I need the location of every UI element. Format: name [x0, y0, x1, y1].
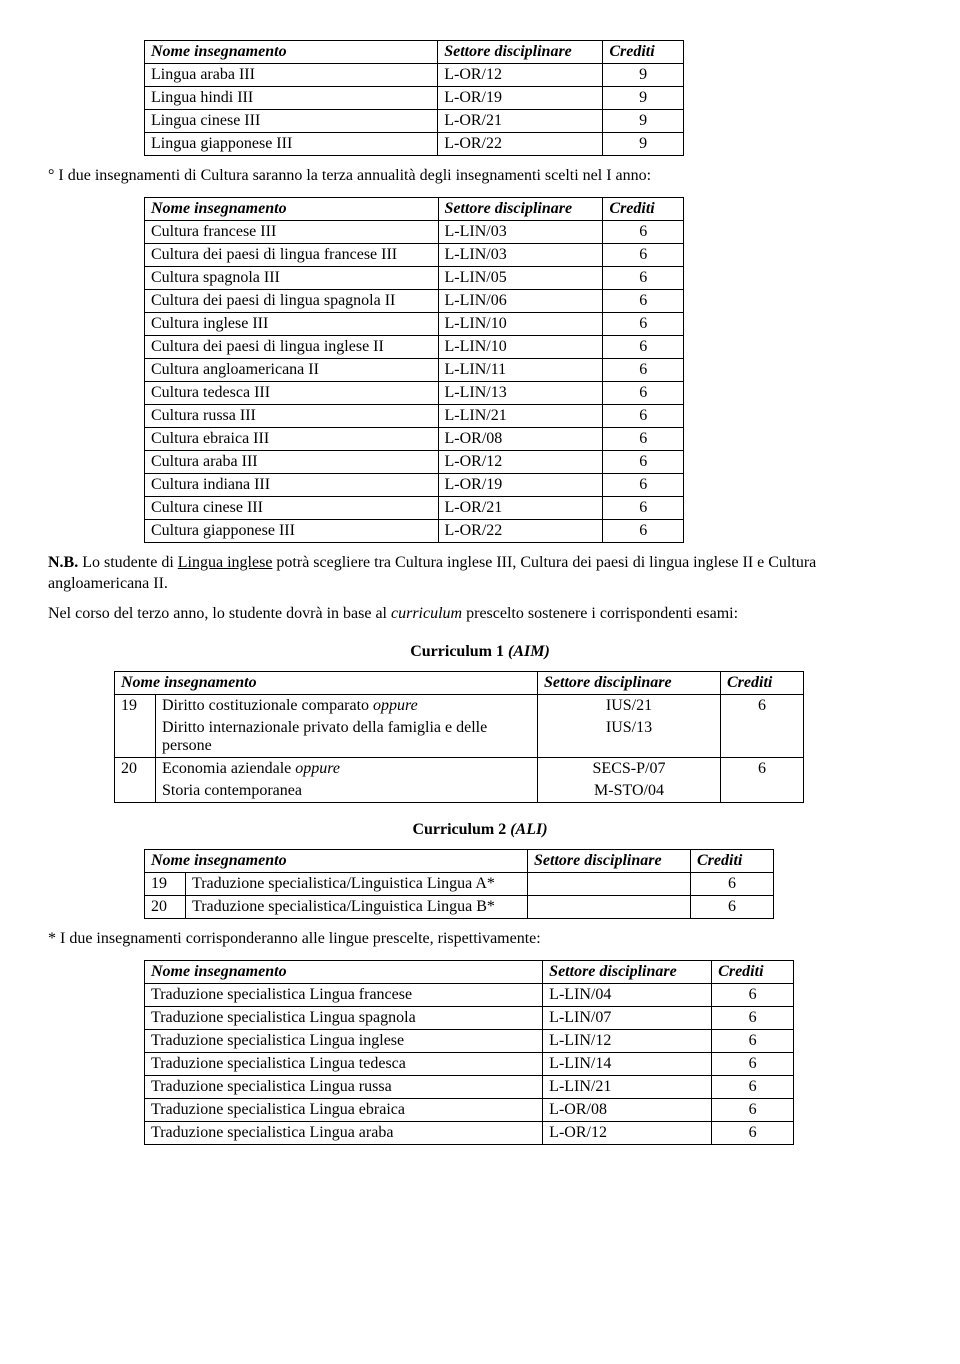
nb-underline: Lingua inglese	[178, 554, 273, 571]
table-row: Cultura russa IIIL-LIN/216	[145, 404, 684, 427]
heading-curriculum-2: Curriculum 2 (ALI)	[48, 821, 912, 839]
table-row: Lingua hindi IIIL-OR/199	[145, 87, 684, 110]
table-row: Cultura cinese IIIL-OR/216	[145, 496, 684, 519]
col-sector: Settore disciplinare	[438, 197, 603, 220]
table-row: Cultura spagnola IIIL-LIN/056	[145, 266, 684, 289]
table-row: Traduzione specialistica Lingua russaL-L…	[145, 1075, 794, 1098]
table-row: 19Diritto costituzionale comparato oppur…	[115, 695, 804, 718]
col-credits: Crediti	[712, 960, 794, 983]
table-row: Traduzione specialistica Lingua arabaL-O…	[145, 1121, 794, 1144]
table-curriculum-ali: Nome insegnamento Settore disciplinare C…	[144, 849, 774, 919]
table-row: 20Economia aziendale oppureSECS-P/076	[115, 758, 804, 781]
para-due-insegnamenti: ° I due insegnamenti di Cultura saranno …	[48, 166, 912, 187]
col-sector: Settore disciplinare	[538, 672, 721, 695]
table-row: 19Traduzione specialistica/Linguistica L…	[145, 873, 774, 896]
table-row: Cultura tedesca IIIL-LIN/136	[145, 381, 684, 404]
table-row: Traduzione specialistica Lingua francese…	[145, 983, 794, 1006]
table-row: Cultura araba IIIL-OR/126	[145, 450, 684, 473]
table-row: Cultura giapponese IIIL-OR/226	[145, 519, 684, 542]
col-credits: Crediti	[691, 850, 774, 873]
table-curriculum-aim: Nome insegnamento Settore disciplinare C…	[114, 671, 804, 803]
nb-pre: Lo studente di	[78, 554, 178, 571]
table-traduzione: Nome insegnamento Settore disciplinare C…	[144, 960, 794, 1145]
table-row: Cultura angloamericana IIL-LIN/116	[145, 358, 684, 381]
table-cultura: Nome insegnamento Settore disciplinare C…	[144, 197, 684, 543]
para-asterisk: * I due insegnamenti corrisponderanno al…	[48, 929, 912, 950]
nb-label: N.B.	[48, 554, 78, 571]
col-credits: Crediti	[721, 672, 804, 695]
col-credits: Crediti	[603, 197, 684, 220]
table-row: Diritto internazionale privato della fam…	[115, 717, 804, 758]
col-sector: Settore disciplinare	[543, 960, 712, 983]
table-row: Cultura ebraica IIIL-OR/086	[145, 427, 684, 450]
col-name: Nome insegnamento	[145, 197, 439, 220]
table-row: Traduzione specialistica Lingua spagnola…	[145, 1006, 794, 1029]
col-credits: Crediti	[603, 41, 684, 64]
col-name: Nome insegnamento	[115, 672, 538, 695]
table-row: 20Traduzione specialistica/Linguistica L…	[145, 896, 774, 919]
para-nb: N.B. Lo studente di Lingua inglese potrà…	[48, 553, 912, 595]
table-row: Traduzione specialistica Lingua ebraicaL…	[145, 1098, 794, 1121]
col-sector: Settore disciplinare	[438, 41, 603, 64]
table-row: Cultura dei paesi di lingua spagnola IIL…	[145, 289, 684, 312]
table-row: Traduzione specialistica Lingua ingleseL…	[145, 1029, 794, 1052]
table-row: Traduzione specialistica Lingua tedescaL…	[145, 1052, 794, 1075]
col-name: Nome insegnamento	[145, 41, 438, 64]
para-terzo-anno: Nel corso del terzo anno, lo studente do…	[48, 604, 912, 625]
table-row: Cultura francese IIIL-LIN/036	[145, 220, 684, 243]
col-name: Nome insegnamento	[145, 960, 543, 983]
col-name: Nome insegnamento	[145, 850, 528, 873]
table-lingua: Nome insegnamento Settore disciplinare C…	[144, 40, 684, 156]
table-row: Lingua araba IIIL-OR/129	[145, 64, 684, 87]
table-row: Cultura indiana IIIL-OR/196	[145, 473, 684, 496]
table-row: Cultura inglese IIIL-LIN/106	[145, 312, 684, 335]
heading-curriculum-1: Curriculum 1 (AIM)	[48, 643, 912, 661]
col-sector: Settore disciplinare	[528, 850, 691, 873]
table-row: Cultura dei paesi di lingua francese III…	[145, 243, 684, 266]
table-row: Storia contemporaneaM-STO/04	[115, 780, 804, 803]
table-row: Lingua giapponese IIIL-OR/229	[145, 133, 684, 156]
table-row: Cultura dei paesi di lingua inglese IIL-…	[145, 335, 684, 358]
table-row: Lingua cinese IIIL-OR/219	[145, 110, 684, 133]
